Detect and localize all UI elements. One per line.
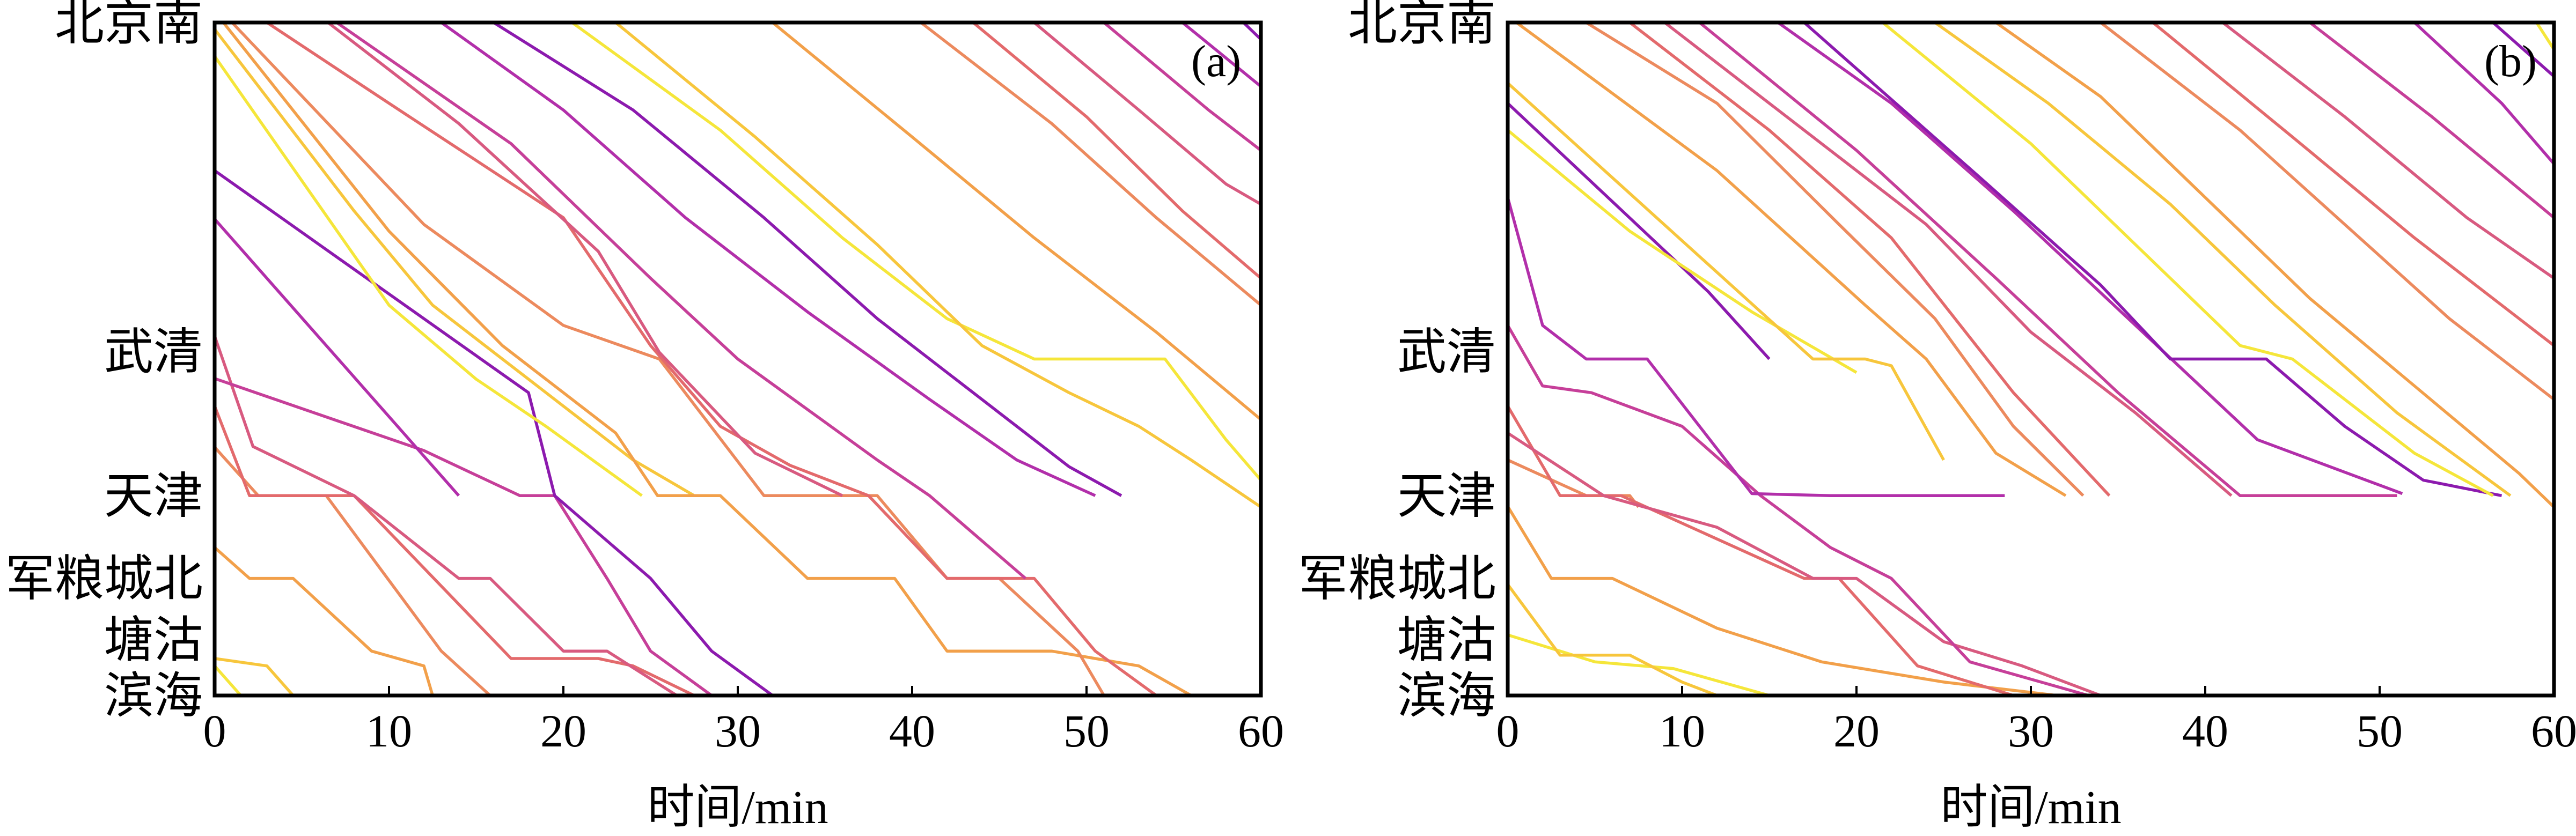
train-line-28	[2535, 23, 2554, 50]
train-line-10	[1508, 129, 1858, 374]
train-lines	[215, 23, 1261, 696]
train-line-21	[1995, 23, 2554, 508]
train-line-12	[1515, 23, 2067, 497]
train-line-1	[215, 664, 242, 696]
train-line-15	[327, 23, 843, 497]
x-tick-label: 60	[2531, 705, 2576, 757]
station-label: 塘沽	[104, 613, 203, 668]
train-line-23	[972, 23, 1261, 279]
train-line-25	[1103, 23, 1261, 152]
train-line-19	[571, 23, 1261, 482]
station-label: 滨海	[1397, 669, 1496, 723]
train-line-11	[215, 28, 695, 497]
train-line-20	[614, 23, 1261, 508]
train-line-2	[215, 657, 295, 696]
train-line-9	[1508, 102, 1771, 360]
train-line-23	[2152, 23, 2554, 347]
train-line-13	[1585, 23, 2085, 497]
panel-label: (b)	[2484, 36, 2537, 86]
panel-label: (a)	[1191, 36, 1241, 86]
train-line-18	[1803, 23, 2502, 497]
train-line-21	[772, 23, 1261, 421]
train-line-20	[1934, 23, 2512, 497]
station-label: 滨海	[104, 669, 203, 723]
train-line-26	[2413, 23, 2554, 165]
station-label: 北京南	[55, 0, 203, 50]
train-line-16	[1698, 23, 2397, 498]
train-line-13	[231, 23, 1105, 696]
train-line-8	[215, 218, 460, 497]
train-line-6	[1508, 432, 2101, 696]
train-line-14	[1628, 23, 2111, 497]
x-tick-label: 50	[1063, 705, 1110, 757]
train-line-17	[1777, 23, 2403, 495]
x-tick-label: 40	[2182, 705, 2228, 757]
train-line-17	[440, 23, 1096, 497]
x-tick-label: 40	[889, 705, 935, 757]
train-line-27	[1242, 23, 1261, 41]
station-label: 军粮城北	[1298, 552, 1496, 606]
train-line-3	[1508, 505, 2058, 696]
train-line-16	[335, 23, 1027, 580]
train-line-27	[2492, 23, 2554, 78]
x-tick-label: 0	[1496, 705, 1520, 757]
train-line-24	[2221, 23, 2554, 280]
train-line-11	[1508, 82, 1945, 461]
train-line-25	[2309, 23, 2554, 219]
train-line-22	[2100, 23, 2554, 401]
plot-frame	[1506, 20, 2556, 698]
train-line-22	[920, 23, 1261, 307]
train-line-3	[215, 546, 434, 696]
station-label: 塘沽	[1397, 613, 1496, 668]
train-line-7	[1508, 324, 2089, 696]
x-tick-label: 20	[540, 705, 586, 757]
train-line-6	[215, 335, 678, 696]
train-line-12	[222, 23, 1192, 696]
station-label: 军粮城北	[5, 552, 203, 606]
train-line-18	[493, 23, 1122, 497]
x-tick-label: 50	[2357, 705, 2403, 757]
train-line-5	[1508, 405, 2014, 696]
station-label: 北京南	[1348, 0, 1496, 50]
train-line-1	[1508, 633, 1770, 696]
train-line-24	[1033, 23, 1261, 206]
train-line-14	[266, 23, 1157, 696]
station-label: 武清	[104, 325, 203, 380]
train-lines	[1508, 23, 2554, 696]
x-axis-title: 时间/min	[1940, 782, 2121, 834]
train-line-2	[1508, 583, 1718, 696]
train-line-19	[1882, 23, 2494, 497]
x-tick-label: 10	[366, 705, 412, 757]
train-line-5	[215, 405, 695, 696]
train-line-8	[1508, 197, 2005, 498]
train-line-26	[1181, 23, 1261, 88]
train-line-7	[215, 377, 713, 696]
x-tick-label: 0	[203, 705, 226, 757]
station-label: 天津	[104, 469, 203, 523]
train-line-9	[215, 169, 774, 696]
train-line-10	[215, 55, 643, 497]
x-tick-label: 60	[1238, 705, 1284, 757]
x-tick-label: 10	[1659, 705, 1705, 757]
x-tick-label: 30	[2008, 705, 2054, 757]
station-label: 天津	[1397, 469, 1496, 523]
train-line-15	[1663, 23, 2233, 497]
x-axis-title: 时间/min	[647, 782, 828, 834]
station-label: 武清	[1397, 325, 1496, 380]
x-tick-label: 30	[715, 705, 761, 757]
x-tick-label: 20	[1833, 705, 1880, 757]
